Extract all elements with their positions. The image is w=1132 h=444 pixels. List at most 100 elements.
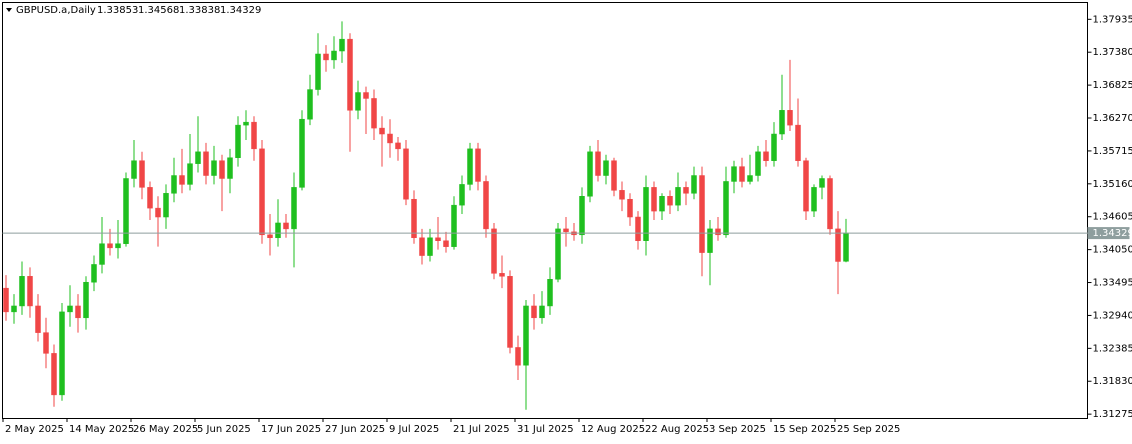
candle-body	[676, 187, 681, 205]
y-tick-label: 1.35715	[1093, 146, 1132, 157]
candle-body	[732, 167, 737, 182]
y-tick-label: 1.36270	[1093, 113, 1132, 124]
candle-body	[708, 229, 713, 253]
candle-body	[588, 152, 593, 196]
candle-body	[220, 161, 225, 179]
candle-body	[340, 39, 345, 51]
candle-body	[60, 312, 65, 395]
candle-body	[68, 306, 73, 312]
candle-body	[836, 229, 841, 262]
candle-body	[212, 161, 217, 176]
candle-body	[84, 282, 89, 318]
candle-body	[796, 125, 801, 161]
candle-body	[324, 54, 329, 60]
candle-body	[364, 93, 369, 99]
x-tick-label: 22 Aug 2025	[645, 424, 709, 435]
candle-body	[740, 167, 745, 182]
candle-body	[108, 244, 113, 248]
y-tick-label: 1.37935	[1093, 14, 1132, 25]
candle-body	[764, 152, 769, 161]
y-tick-label: 1.32940	[1093, 310, 1132, 321]
candle-body	[204, 152, 209, 176]
candle-body	[652, 187, 657, 211]
candle-body	[436, 238, 441, 241]
candle-body	[372, 98, 377, 128]
candle-body	[300, 119, 305, 187]
y-tick-label: 1.36825	[1093, 80, 1132, 91]
candle-body	[252, 122, 257, 149]
candle-body	[540, 306, 545, 318]
x-tick-label: 5 Jun 2025	[197, 424, 251, 435]
price-tag-label: 1.34329	[1093, 228, 1132, 239]
close-value: 1.34329	[220, 5, 261, 16]
candle-body	[396, 143, 401, 149]
candle-body	[724, 181, 729, 234]
x-tick-label: 31 Jul 2025	[517, 424, 574, 435]
candle-body	[268, 235, 273, 238]
candle-body	[348, 39, 353, 110]
candle-body	[420, 238, 425, 256]
candle-body	[604, 161, 609, 176]
x-tick-label: 26 May 2025	[133, 424, 198, 435]
candle-body	[716, 229, 721, 235]
candle-body	[124, 178, 129, 243]
candle-body	[476, 149, 481, 182]
x-tick-label: 17 Jun 2025	[261, 424, 321, 435]
candle-body	[20, 276, 25, 306]
candle-body	[748, 176, 753, 182]
candle-body	[548, 279, 553, 306]
candle-body	[28, 276, 33, 306]
candle-body	[516, 347, 521, 365]
candle-body	[580, 196, 585, 235]
y-tick-label: 1.31830	[1093, 376, 1132, 387]
candle-body	[92, 264, 97, 282]
candle-body	[772, 134, 777, 161]
x-tick-label: 12 Aug 2025	[581, 424, 645, 435]
candle-body	[428, 238, 433, 256]
candle-body	[524, 306, 529, 365]
candle-body	[116, 244, 121, 248]
candle-body	[596, 152, 601, 176]
candle-body	[388, 134, 393, 143]
candle-body	[156, 208, 161, 217]
candle-body	[628, 199, 633, 217]
candle-body	[692, 176, 697, 194]
x-tick-label: 9 Jul 2025	[389, 424, 439, 435]
candle-body	[244, 122, 249, 125]
candle-body	[356, 93, 361, 111]
candle-body	[444, 241, 449, 247]
candle-body	[788, 110, 793, 125]
low-value: 1.33838	[179, 5, 220, 16]
candle-body	[804, 161, 809, 211]
symbol-label: GBPUSD.a,Daily	[16, 5, 96, 16]
x-tick-label: 14 May 2025	[69, 424, 134, 435]
y-tick-label: 1.32385	[1093, 343, 1132, 354]
candle-body	[52, 353, 57, 395]
y-tick-label: 1.37380	[1093, 47, 1132, 58]
candle-body	[532, 306, 537, 318]
candle-body	[828, 178, 833, 228]
candle-body	[484, 181, 489, 228]
candle-body	[76, 306, 81, 318]
candle-body	[180, 176, 185, 185]
candle-body	[636, 217, 641, 241]
candle-body	[380, 128, 385, 134]
candle-body	[228, 158, 233, 179]
y-tick-label: 1.34605	[1093, 212, 1132, 223]
candle-body	[812, 187, 817, 211]
y-tick-label: 1.31275	[1093, 409, 1132, 420]
candle-body	[468, 149, 473, 185]
candle-body	[844, 233, 849, 261]
candle-body	[460, 184, 465, 205]
candle-body	[164, 193, 169, 217]
candle-body	[820, 178, 825, 187]
candle-body	[508, 276, 513, 347]
candle-body	[148, 187, 153, 208]
high-value: 1.34568	[138, 5, 179, 16]
x-tick-label: 27 Jun 2025	[325, 424, 385, 435]
candle-body	[668, 196, 673, 205]
x-tick-label: 3 Sep 2025	[709, 424, 766, 435]
candle-body	[756, 152, 761, 176]
